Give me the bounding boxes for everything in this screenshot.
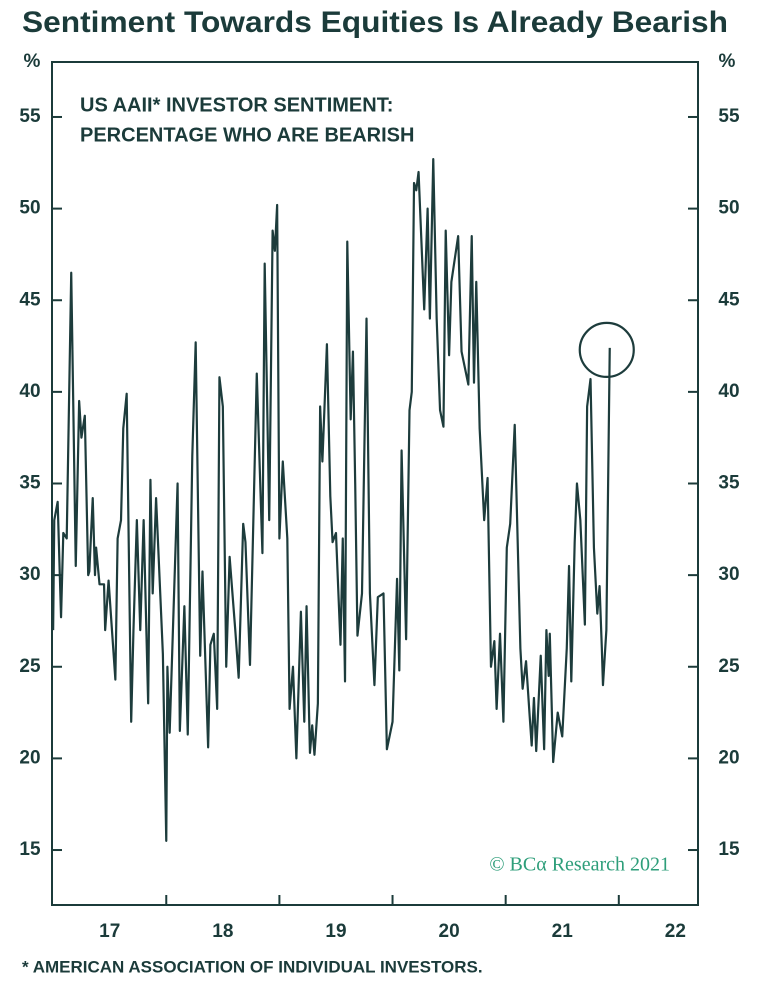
y-unit-right: % xyxy=(719,51,736,72)
y-tick-label-right: 50 xyxy=(718,198,739,219)
y-tick-label-right: 40 xyxy=(718,381,739,402)
x-tick-label: 18 xyxy=(212,921,233,942)
x-tick-label: 19 xyxy=(325,921,346,942)
y-tick-label-right: 45 xyxy=(718,289,740,310)
sentiment-line xyxy=(52,158,611,842)
chart-title: Sentiment Towards Equities Is Already Be… xyxy=(22,6,728,39)
y-tick-label: 20 xyxy=(19,747,40,768)
x-tick-label: 20 xyxy=(439,921,460,942)
footnote: * AMERICAN ASSOCIATION OF INDIVIDUAL INV… xyxy=(22,957,483,976)
y-tick-label-right: 15 xyxy=(718,839,740,860)
y-tick-label-right: 25 xyxy=(718,656,740,677)
subtitle: US AAII* INVESTOR SENTIMENT: xyxy=(80,94,393,116)
y-tick-label: 55 xyxy=(19,106,41,127)
y-tick-label: 15 xyxy=(19,839,41,860)
source: © BCα Research 2021 xyxy=(489,854,670,876)
x-tick-label: 22 xyxy=(665,921,686,942)
y-tick-label-right: 30 xyxy=(718,564,739,585)
y-unit: % xyxy=(24,51,41,72)
highlight-circle xyxy=(578,321,635,378)
y-tick-label-right: 35 xyxy=(718,473,740,494)
y-tick-label-right: 55 xyxy=(718,106,740,127)
y-tick-label: 35 xyxy=(19,473,41,494)
y-tick-label: 45 xyxy=(19,289,41,310)
subtitle: PERCENTAGE WHO ARE BEARISH xyxy=(80,124,414,146)
y-tick-label: 25 xyxy=(19,656,41,677)
plot-frame xyxy=(51,61,699,906)
y-tick-label-right: 20 xyxy=(718,747,739,768)
y-tick-label: 40 xyxy=(19,381,40,402)
y-tick-label: 30 xyxy=(19,564,40,585)
x-tick-label: 21 xyxy=(552,921,574,942)
y-tick-label: 50 xyxy=(19,198,40,219)
x-tick-label: 17 xyxy=(99,921,120,942)
